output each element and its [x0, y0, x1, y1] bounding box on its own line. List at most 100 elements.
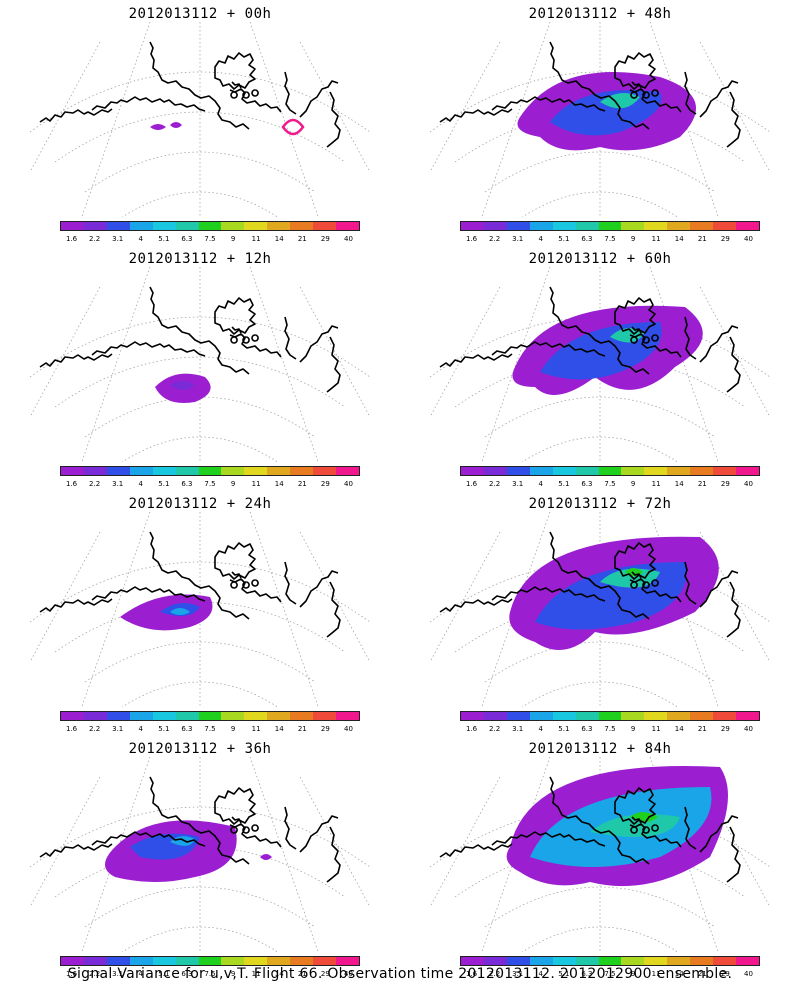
colorbar-swatch — [244, 222, 268, 230]
colorbar-swatch — [106, 467, 130, 475]
variance-contour — [281, 118, 305, 136]
colorbar-labels: 1.6 2.2 3.1 4 5.1 6.3 7.5 9 11 14 21 29 40 — [60, 970, 360, 980]
colorbar-label: 3.1 — [512, 970, 524, 978]
colorbar-label: 21 — [297, 235, 307, 243]
colorbar-swatch — [244, 712, 268, 720]
colorbar-label: 40 — [343, 480, 353, 488]
colorbar-swatch — [506, 957, 530, 965]
graticule-line — [249, 512, 319, 707]
colorbar-swatch — [575, 467, 599, 475]
coastline — [214, 52, 259, 99]
variance-contour — [260, 854, 272, 860]
colorbar-label: 4 — [538, 725, 543, 733]
colorbar-label: 5.1 — [158, 725, 170, 733]
colorbar-swatch — [461, 712, 484, 720]
colorbar-label: 40 — [743, 235, 753, 243]
colorbar-label: 29 — [320, 235, 330, 243]
map-panel: 2012013112 + 60h 1.6 2.2 3.1 4 5.1 6.3 7.5 9 11 14… — [400, 245, 800, 490]
colorbar-label: 29 — [720, 725, 730, 733]
colorbar-swatch — [129, 467, 153, 475]
colorbar-swatch — [575, 712, 599, 720]
colorbar-labels: 1.6 2.2 3.1 4 5.1 6.3 7.5 9 11 14 21 29 40 — [460, 725, 760, 735]
graticule-line — [649, 22, 719, 217]
graticule-line — [299, 41, 371, 173]
graticule-line — [481, 267, 551, 462]
colorbar-swatch — [713, 712, 737, 720]
colorbar-swatch — [129, 957, 153, 965]
colorbar-swatch — [621, 467, 645, 475]
panel-title: 2012013112 + 84h — [528, 741, 672, 757]
graticule-line — [481, 757, 551, 952]
colorbar-label: 21 — [297, 725, 307, 733]
colorbar-label: 21 — [297, 480, 307, 488]
colorbar-swatch — [483, 712, 507, 720]
panel-title: 2012013112 + 72h — [528, 496, 672, 512]
colorbar — [60, 221, 360, 231]
graticule-line — [429, 316, 771, 378]
colorbar-label: 5.1 — [158, 970, 170, 978]
graticule-line — [84, 886, 316, 928]
map-plot — [29, 512, 371, 707]
colorbar — [460, 711, 760, 721]
colorbar-swatch — [667, 712, 691, 720]
graticule-line — [29, 71, 371, 133]
colorbar-label: 2.2 — [489, 970, 501, 978]
colorbar-swatch — [336, 222, 359, 230]
graticule-line — [249, 22, 319, 217]
colorbar-swatch — [690, 222, 714, 230]
graticule-line — [521, 926, 679, 952]
graticule-line — [429, 286, 501, 418]
colorbar-label: 6.3 — [181, 725, 193, 733]
colorbar-label: 11 — [251, 480, 261, 488]
colorbar-label: 3.1 — [112, 480, 124, 488]
colorbar-label: 5.1 — [558, 480, 570, 488]
panel-title: 2012013112 + 48h — [528, 6, 672, 22]
colorbar-swatch — [667, 222, 691, 230]
graticule-line — [454, 601, 746, 653]
colorbar-label: 3.1 — [512, 480, 524, 488]
graticule-line — [521, 681, 679, 707]
colorbar-label: 7.5 — [604, 480, 616, 488]
variance-contour — [170, 608, 190, 615]
colorbar-label: 29 — [320, 480, 330, 488]
graticule-line — [429, 806, 771, 868]
panel-title: 2012013112 + 36h — [128, 741, 272, 757]
map-plot — [429, 22, 771, 217]
colorbar-label: 2.2 — [489, 480, 501, 488]
graticule-line — [649, 512, 719, 707]
colorbar-label: 2.2 — [489, 725, 501, 733]
colorbar-label: 29 — [320, 970, 330, 978]
colorbar — [460, 221, 760, 231]
colorbar-label: 2.2 — [89, 235, 101, 243]
graticule-line — [699, 286, 771, 418]
map-panel: 2012013112 + 72h 1.6 2.2 3.1 4 5.1 6.3 7.5 9 11 14… — [400, 490, 800, 735]
colorbar-label: 1.6 — [65, 970, 78, 978]
colorbar-label: 11 — [251, 235, 261, 243]
colorbar-label: 40 — [743, 970, 753, 978]
colorbar-swatch — [313, 957, 337, 965]
colorbar-swatch — [83, 467, 107, 475]
colorbar-label: 21 — [697, 480, 707, 488]
colorbar-label: 21 — [297, 970, 307, 978]
colorbar-swatch — [106, 957, 130, 965]
colorbar-swatch — [152, 467, 176, 475]
colorbar-label: 1.6 — [465, 725, 478, 733]
graticule-line — [429, 71, 771, 133]
graticule-line — [299, 776, 371, 908]
colorbar-swatch — [221, 957, 245, 965]
graticule-line — [484, 641, 716, 683]
colorbar-label: 14 — [274, 235, 284, 243]
colorbar-label: 14 — [674, 235, 684, 243]
graticule-line — [29, 806, 371, 868]
colorbar-label: 6.3 — [581, 725, 593, 733]
graticule-line — [54, 846, 346, 898]
colorbar-label: 3.1 — [112, 725, 124, 733]
colorbar-swatch — [690, 712, 714, 720]
colorbar-swatch — [598, 467, 622, 475]
figure-caption: Signal Variance for u,v,T. Flight 66. Ob… — [67, 966, 733, 982]
colorbar-label: 4 — [538, 235, 543, 243]
colorbar-swatch — [461, 467, 484, 475]
colorbar-swatch — [552, 957, 576, 965]
colorbar — [460, 466, 760, 476]
colorbar-label: 14 — [274, 725, 284, 733]
